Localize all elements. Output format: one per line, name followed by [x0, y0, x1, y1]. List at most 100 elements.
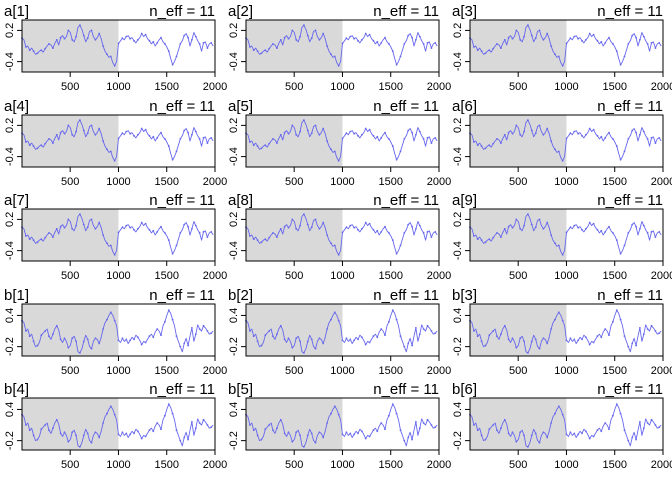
trace-point	[148, 429, 151, 432]
trace-point	[500, 427, 502, 430]
trace-point	[291, 218, 294, 221]
trace-point	[642, 35, 645, 38]
trace-point	[511, 37, 514, 40]
trace-point	[588, 343, 591, 346]
trace-point	[326, 234, 328, 236]
trace-point	[473, 235, 475, 237]
trace-point	[55, 133, 58, 136]
trace-point	[194, 333, 197, 336]
trace-point	[627, 345, 630, 348]
trace-point	[585, 336, 587, 339]
trace-point	[488, 238, 491, 241]
trace-point	[422, 232, 425, 234]
trace-point	[527, 119, 529, 122]
trace-point	[28, 144, 31, 147]
trace-point	[480, 340, 483, 343]
trace-point	[164, 43, 166, 45]
trace-point	[40, 428, 43, 431]
x-tick-label: 1500	[154, 81, 178, 93]
trace-point	[530, 434, 533, 437]
trace-point	[635, 225, 637, 228]
trace-point	[534, 226, 537, 229]
trace-point	[511, 226, 514, 229]
trace-point	[581, 338, 583, 341]
trace-point	[86, 338, 89, 341]
trace-point	[403, 43, 406, 45]
trace-point	[565, 231, 568, 234]
trace-point	[430, 236, 433, 239]
trace-panel: b[1] n_eff = 11 -0.2 0.4 500 1000 1500 2000	[4, 287, 227, 377]
trace-point	[546, 436, 549, 439]
trace-point	[388, 414, 390, 417]
trace-point	[349, 432, 352, 435]
trace-point	[249, 235, 251, 237]
trace-point	[650, 418, 653, 421]
trace-point	[140, 221, 143, 224]
trace-point	[129, 433, 132, 436]
x-tick-label: 2000	[651, 176, 672, 188]
trace-point	[330, 148, 332, 151]
trace-point	[276, 236, 278, 239]
trace-point	[202, 42, 205, 44]
trace-point	[361, 430, 363, 433]
trace-point	[565, 433, 568, 436]
trace-point	[415, 133, 417, 136]
trace-point	[194, 224, 197, 227]
trace-point	[569, 226, 572, 229]
trace-point	[623, 335, 626, 338]
x-tick-label: 500	[61, 81, 79, 93]
trace-point	[619, 318, 622, 321]
trace-point	[639, 38, 641, 41]
trace-point	[530, 340, 533, 343]
trace-point	[631, 342, 634, 345]
trace-point	[183, 129, 186, 132]
trace-point	[202, 418, 205, 421]
trace-point	[333, 405, 336, 408]
trace-panel: a[4] n_eff = 11 -0.4 0.2 500 1000 1500 2000	[4, 98, 227, 188]
trace-point	[615, 50, 618, 53]
trace-point	[523, 340, 525, 343]
trace-point	[71, 227, 74, 230]
trace-point	[507, 338, 510, 341]
x-tick-label: 500	[509, 365, 527, 377]
trace-point	[550, 140, 552, 142]
trace-point	[411, 36, 413, 39]
trace-point	[90, 441, 93, 444]
trace-point	[569, 431, 572, 434]
trace-point	[102, 234, 104, 236]
x-tick-label: 2000	[203, 81, 227, 93]
trace-point	[519, 133, 522, 136]
trace-point	[623, 150, 626, 153]
trace-point	[322, 32, 325, 35]
x-tick-label: 1500	[602, 81, 626, 93]
trace-point	[279, 418, 282, 421]
trace-point	[268, 236, 271, 239]
trace-point	[67, 346, 70, 349]
trace-point	[604, 328, 607, 330]
trace-point	[642, 427, 645, 430]
trace-point	[430, 424, 433, 426]
trace-point	[588, 127, 591, 130]
trace-point	[600, 135, 603, 138]
trace-point	[608, 131, 610, 134]
trace-point	[279, 38, 282, 41]
trace-point	[353, 132, 355, 135]
trace-point	[407, 342, 410, 345]
trace-point	[588, 221, 591, 224]
panel-title: a[9]	[452, 192, 477, 209]
trace-line	[469, 213, 662, 256]
y-tick-label: -0.4	[452, 147, 464, 166]
trace-point	[102, 328, 104, 330]
trace-point	[349, 224, 352, 227]
trace-point	[79, 213, 81, 216]
trace-point	[295, 133, 298, 136]
trace-point	[299, 130, 301, 133]
trace-point	[279, 227, 282, 230]
trace-point	[94, 38, 97, 41]
trace-point	[399, 244, 402, 247]
trace-point	[28, 49, 31, 52]
panel-title: b[6]	[452, 381, 477, 398]
trace-point	[137, 133, 139, 136]
trace-point	[202, 137, 205, 139]
trace-point	[391, 239, 394, 242]
